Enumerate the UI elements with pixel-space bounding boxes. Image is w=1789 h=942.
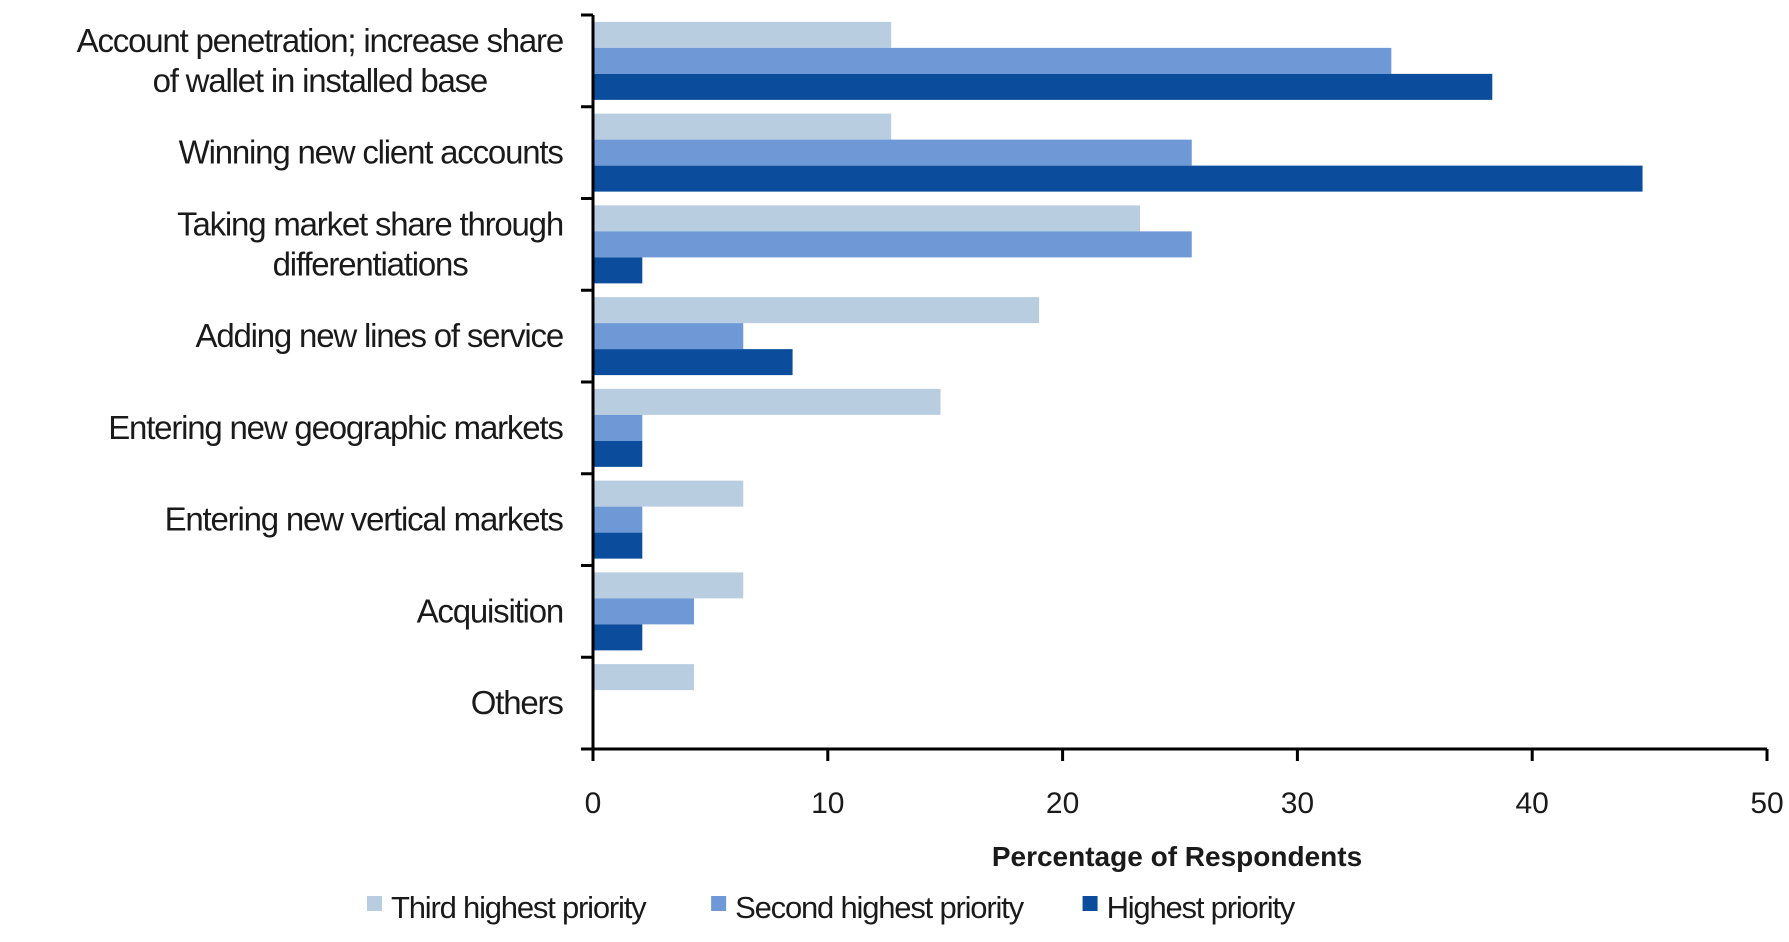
bar-5-series-2: [593, 414, 643, 441]
bar-2-series-3: [593, 165, 1643, 192]
category-label: Acquisition: [417, 592, 563, 629]
bar-3-series-1: [593, 205, 1141, 232]
bar-4-series-2: [593, 323, 744, 350]
axes-layer: [581, 13, 1769, 761]
bar-3-series-2: [593, 231, 1192, 258]
category-label: Entering new geographic markets: [108, 409, 563, 446]
bar-6-series-2: [593, 506, 643, 533]
category-label: Entering new vertical markets: [165, 501, 564, 538]
x-axis-title: Percentage of Respondents: [992, 841, 1362, 872]
bar-2-series-2: [593, 139, 1192, 166]
bars-layer: [593, 21, 1643, 691]
x-tick-label: 40: [1516, 787, 1549, 820]
category-label: Adding new lines of service: [196, 317, 563, 354]
category-label: Account penetration; increase share of wa…: [77, 22, 563, 99]
bar-8-series-1: [593, 664, 694, 691]
x-tick-label: 50: [1750, 787, 1783, 820]
bar-1-series-3: [593, 73, 1493, 100]
x-tick-label: 0: [585, 787, 602, 820]
category-label: Others: [471, 684, 564, 721]
x-tick-label: 10: [811, 787, 844, 820]
bar-5-series-3: [593, 440, 643, 467]
legend: Third highest priority Second highest pri…: [367, 890, 1297, 925]
bar-4-series-3: [593, 349, 793, 376]
bar-6-series-3: [593, 532, 643, 559]
legend-swatch-1: [367, 896, 382, 911]
x-tick-label: 20: [1046, 787, 1079, 820]
bar-3-series-3: [593, 257, 643, 284]
x-tick-label: 30: [1281, 787, 1314, 820]
bar-1-series-2: [593, 47, 1392, 74]
legend-swatch-3: [1082, 896, 1098, 911]
bar-2-series-1: [593, 113, 892, 140]
legend-label-1: Third highest priority: [391, 890, 647, 925]
legend-label-2: Second highest priority: [735, 890, 1024, 925]
bar-1-series-1: [593, 21, 892, 48]
bar-6-series-1: [593, 480, 744, 507]
category-label: Winning new client accounts: [179, 134, 564, 171]
legend-swatch-2: [711, 896, 727, 911]
labels-layer: Account penetration; increase share of wa…: [77, 22, 1784, 820]
legend-label-3: Highest priority: [1107, 890, 1296, 925]
bar-7-series-2: [593, 598, 694, 625]
bar-4-series-1: [593, 297, 1040, 324]
bar-7-series-1: [593, 572, 744, 599]
bar-7-series-3: [593, 624, 643, 651]
category-label: Taking market share through differentiati…: [177, 205, 563, 282]
bar-5-series-1: [593, 388, 941, 415]
